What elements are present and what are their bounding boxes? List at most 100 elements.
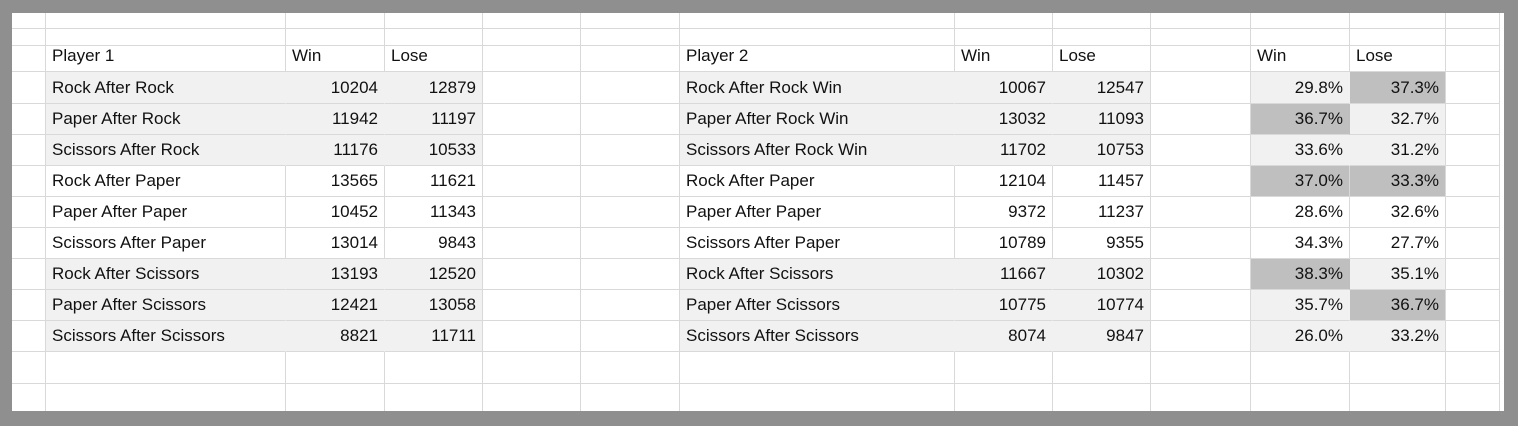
- p1-lose-cell[interactable]: 11197: [385, 104, 483, 135]
- sheet-cell[interactable]: [46, 352, 286, 384]
- p2-lose-cell[interactable]: 10302: [1053, 259, 1151, 290]
- header-p2-win[interactable]: Win: [955, 46, 1053, 72]
- p1-win-cell[interactable]: 13565: [286, 166, 385, 197]
- p2-win-cell[interactable]: 12104: [955, 166, 1053, 197]
- sheet-cell[interactable]: [955, 384, 1053, 411]
- sheet-cell[interactable]: [1251, 352, 1350, 384]
- sheet-cell[interactable]: [1446, 46, 1500, 72]
- p2-win-cell[interactable]: 13032: [955, 104, 1053, 135]
- sheet-cell[interactable]: [12, 321, 46, 352]
- p1-label-cell[interactable]: Paper After Paper: [46, 197, 286, 228]
- sheet-cell[interactable]: [483, 321, 581, 352]
- sheet-cell[interactable]: [1350, 384, 1446, 411]
- p1-lose-cell[interactable]: 12879: [385, 72, 483, 104]
- sheet-cell[interactable]: [483, 384, 581, 411]
- sheet-cell[interactable]: [680, 384, 955, 411]
- sheet-cell[interactable]: [581, 46, 680, 72]
- sheet-cell[interactable]: [483, 135, 581, 166]
- sheet-cell[interactable]: [581, 135, 680, 166]
- sheet-cell[interactable]: [955, 352, 1053, 384]
- sheet-cell[interactable]: [1446, 135, 1500, 166]
- header-p1-win[interactable]: Win: [286, 46, 385, 72]
- sheet-cell[interactable]: [12, 228, 46, 259]
- sheet-cell[interactable]: [483, 290, 581, 321]
- sheet-cell[interactable]: [1350, 13, 1446, 29]
- sheet-cell[interactable]: [1151, 13, 1251, 29]
- sheet-cell[interactable]: [581, 384, 680, 411]
- sheet-cell[interactable]: [680, 29, 955, 46]
- p2-label-cell[interactable]: Rock After Scissors: [680, 259, 955, 290]
- sheet-cell[interactable]: [1151, 259, 1251, 290]
- sheet-cell[interactable]: [1151, 104, 1251, 135]
- sheet-cell[interactable]: [12, 72, 46, 104]
- p2-win-cell[interactable]: 11667: [955, 259, 1053, 290]
- sheet-cell[interactable]: [1446, 13, 1500, 29]
- sheet-cell[interactable]: [12, 384, 46, 411]
- p2-win-cell[interactable]: 10067: [955, 72, 1053, 104]
- sheet-cell[interactable]: [12, 13, 46, 29]
- sheet-cell[interactable]: [680, 13, 955, 29]
- sheet-cell[interactable]: [1151, 384, 1251, 411]
- p1-lose-cell[interactable]: 13058: [385, 290, 483, 321]
- header-p1-lose[interactable]: Lose: [385, 46, 483, 72]
- p2-win-cell[interactable]: 10789: [955, 228, 1053, 259]
- p1-lose-cell[interactable]: 10533: [385, 135, 483, 166]
- sheet-cell[interactable]: [46, 13, 286, 29]
- header-player-1[interactable]: Player 1: [46, 46, 286, 72]
- p1-label-cell[interactable]: Paper After Scissors: [46, 290, 286, 321]
- sheet-cell[interactable]: [1446, 352, 1500, 384]
- p2-label-cell[interactable]: Rock After Rock Win: [680, 72, 955, 104]
- sheet-cell[interactable]: [385, 352, 483, 384]
- header-p2-lose[interactable]: Lose: [1053, 46, 1151, 72]
- sheet-cell[interactable]: [1350, 29, 1446, 46]
- p1-label-cell[interactable]: Rock After Paper: [46, 166, 286, 197]
- pct-lose-cell[interactable]: 31.2%: [1350, 135, 1446, 166]
- sheet-cell[interactable]: [581, 197, 680, 228]
- sheet-cell[interactable]: [385, 384, 483, 411]
- sheet-cell[interactable]: [483, 29, 581, 46]
- p2-label-cell[interactable]: Scissors After Scissors: [680, 321, 955, 352]
- sheet-cell[interactable]: [46, 29, 286, 46]
- pct-lose-cell[interactable]: 27.7%: [1350, 228, 1446, 259]
- p1-win-cell[interactable]: 11942: [286, 104, 385, 135]
- sheet-cell[interactable]: [12, 29, 46, 46]
- p2-win-cell[interactable]: 11702: [955, 135, 1053, 166]
- p1-label-cell[interactable]: Scissors After Scissors: [46, 321, 286, 352]
- sheet-cell[interactable]: [1151, 228, 1251, 259]
- sheet-cell[interactable]: [1251, 384, 1350, 411]
- sheet-cell[interactable]: [581, 259, 680, 290]
- sheet-cell[interactable]: [483, 46, 581, 72]
- sheet-cell[interactable]: [1446, 290, 1500, 321]
- sheet-cell[interactable]: [581, 290, 680, 321]
- sheet-cell[interactable]: [1350, 352, 1446, 384]
- p1-label-cell[interactable]: Rock After Scissors: [46, 259, 286, 290]
- pct-lose-cell[interactable]: 33.2%: [1350, 321, 1446, 352]
- pct-win-cell-highlighted[interactable]: 36.7%: [1251, 104, 1350, 135]
- pct-win-cell[interactable]: 33.6%: [1251, 135, 1350, 166]
- sheet-cell[interactable]: [955, 13, 1053, 29]
- sheet-cell[interactable]: [1446, 197, 1500, 228]
- sheet-cell[interactable]: [581, 13, 680, 29]
- sheet-cell[interactable]: [1053, 352, 1151, 384]
- sheet-cell[interactable]: [1446, 72, 1500, 104]
- sheet-cell[interactable]: [1151, 352, 1251, 384]
- sheet-cell[interactable]: [12, 46, 46, 72]
- sheet-cell[interactable]: [1446, 384, 1500, 411]
- sheet-cell[interactable]: [1446, 29, 1500, 46]
- sheet-cell[interactable]: [1446, 321, 1500, 352]
- p1-lose-cell[interactable]: 12520: [385, 259, 483, 290]
- p2-lose-cell[interactable]: 11093: [1053, 104, 1151, 135]
- sheet-cell[interactable]: [286, 13, 385, 29]
- sheet-cell[interactable]: [1446, 259, 1500, 290]
- header-player-2[interactable]: Player 2: [680, 46, 955, 72]
- header-pct-win[interactable]: Win: [1251, 46, 1350, 72]
- p1-label-cell[interactable]: Scissors After Paper: [46, 228, 286, 259]
- sheet-cell[interactable]: [12, 197, 46, 228]
- sheet-cell[interactable]: [680, 352, 955, 384]
- sheet-cell[interactable]: [581, 166, 680, 197]
- p2-lose-cell[interactable]: 12547: [1053, 72, 1151, 104]
- sheet-cell[interactable]: [1251, 13, 1350, 29]
- p2-lose-cell[interactable]: 10753: [1053, 135, 1151, 166]
- sheet-cell[interactable]: [581, 104, 680, 135]
- sheet-cell[interactable]: [581, 228, 680, 259]
